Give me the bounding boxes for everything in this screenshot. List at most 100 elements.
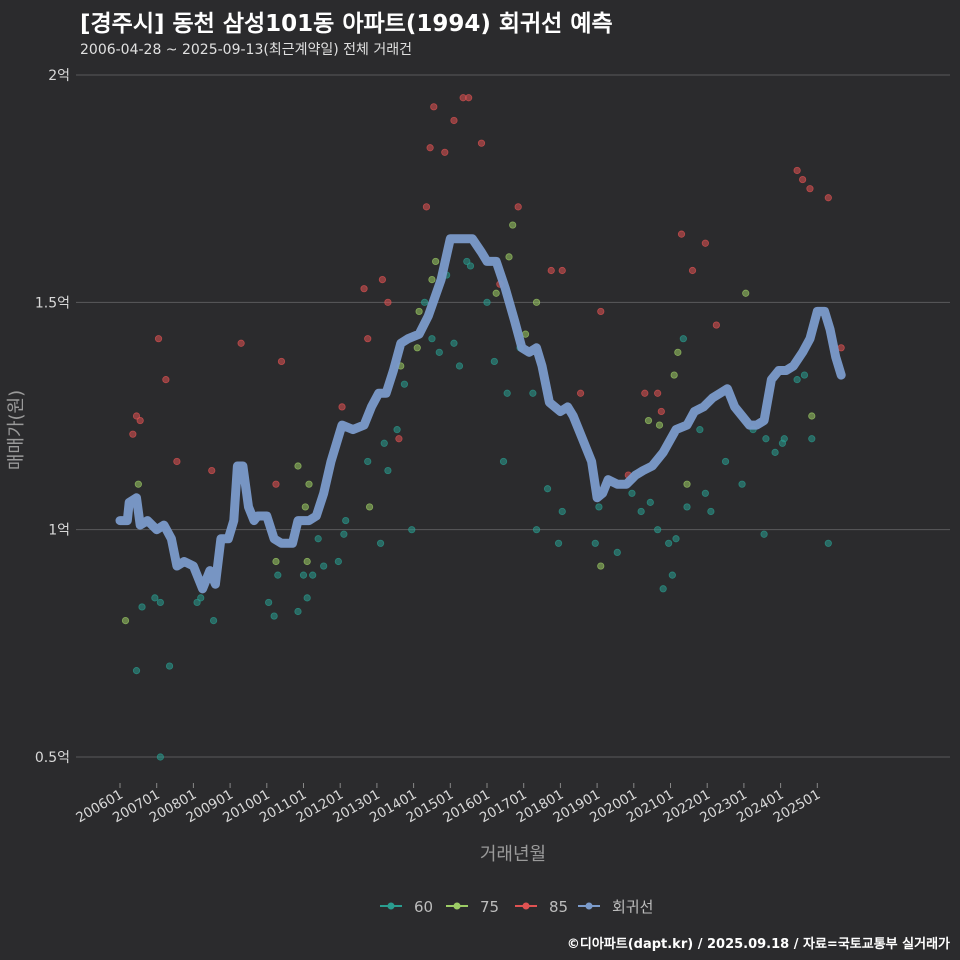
point-85 xyxy=(384,298,392,306)
point-75 xyxy=(532,298,541,306)
point-60 xyxy=(483,298,491,306)
y-tick-label: 2억 xyxy=(48,68,70,84)
point-60 xyxy=(314,535,322,543)
point-60 xyxy=(309,571,317,579)
point-60 xyxy=(696,426,704,434)
point-85 xyxy=(712,321,720,329)
point-60 xyxy=(543,485,552,493)
point-60 xyxy=(738,480,746,488)
point-85 xyxy=(364,335,372,343)
point-75 xyxy=(655,421,664,429)
point-85 xyxy=(277,357,286,366)
point-60 xyxy=(156,598,164,607)
point-85 xyxy=(338,403,346,411)
point-85 xyxy=(688,266,697,275)
point-85 xyxy=(395,435,403,443)
point-60 xyxy=(637,507,645,516)
point-60 xyxy=(274,571,282,579)
point-60 xyxy=(554,539,563,547)
point-75 xyxy=(134,480,142,488)
chart-subtitle: 2006-04-28 ~ 2025-09-13(최근계약일) 전체 거래건 xyxy=(80,42,412,58)
point-75 xyxy=(644,416,653,425)
point-60 xyxy=(342,516,350,525)
point-85 xyxy=(799,175,807,184)
point-85 xyxy=(654,389,662,397)
point-60 xyxy=(270,612,278,620)
point-60 xyxy=(679,335,687,343)
legend-swatch-dot xyxy=(387,902,395,910)
point-85 xyxy=(597,307,605,316)
point-60 xyxy=(138,603,146,611)
legend-label: 85 xyxy=(549,898,568,916)
point-75 xyxy=(492,289,500,297)
point-60 xyxy=(654,526,662,534)
point-60 xyxy=(303,594,311,602)
grid-layer xyxy=(76,74,950,758)
point-60 xyxy=(558,507,566,516)
point-75 xyxy=(294,462,302,470)
point-85 xyxy=(430,103,438,111)
point-60 xyxy=(760,530,768,538)
point-60 xyxy=(165,662,174,670)
point-60 xyxy=(591,539,599,547)
point-75 xyxy=(670,371,678,379)
point-85 xyxy=(237,339,245,347)
point-85 xyxy=(132,412,141,420)
legend-swatch-dot xyxy=(585,902,593,910)
point-60 xyxy=(428,335,436,343)
point-75 xyxy=(509,221,517,229)
points-layer xyxy=(121,94,845,761)
point-75 xyxy=(428,275,436,284)
point-85 xyxy=(450,116,458,125)
point-85 xyxy=(558,266,566,275)
point-60 xyxy=(780,435,788,443)
point-85 xyxy=(378,275,387,284)
point-85 xyxy=(576,389,585,397)
point-60 xyxy=(529,389,537,397)
source-credit: ©디아파트(dapt.kr) / 2025.09.18 / 자료=국토교통부 실… xyxy=(566,937,950,952)
point-60 xyxy=(595,503,603,511)
chart-title: [경주시] 동천 삼성101동 아파트(1994) 회귀선 예측 xyxy=(80,11,613,37)
legend: 60 75 85 회귀선 xyxy=(380,898,653,916)
point-60 xyxy=(466,262,475,270)
point-60 xyxy=(808,435,816,443)
point-60 xyxy=(197,594,205,602)
axis-layer: 0.5억1억1.5억2억2006012007012008012009012010… xyxy=(6,68,823,865)
point-60 xyxy=(151,594,159,602)
point-85 xyxy=(272,480,280,488)
point-60 xyxy=(613,548,621,557)
y-tick-label: 1.5억 xyxy=(35,295,70,311)
point-60 xyxy=(384,466,392,475)
point-60 xyxy=(665,539,673,547)
point-60 xyxy=(824,539,832,547)
point-60 xyxy=(499,457,508,466)
point-60 xyxy=(294,607,302,616)
point-75 xyxy=(301,503,309,511)
point-75 xyxy=(413,344,421,352)
point-85 xyxy=(465,94,473,102)
point-60 xyxy=(376,539,385,547)
point-75 xyxy=(597,562,605,570)
point-60 xyxy=(721,457,730,466)
point-75 xyxy=(272,557,280,566)
point-85 xyxy=(426,144,434,152)
point-60 xyxy=(435,348,443,356)
point-85 xyxy=(793,166,801,175)
point-60 xyxy=(659,585,667,593)
point-85 xyxy=(477,139,486,147)
point-75 xyxy=(683,480,691,488)
y-axis-title: 매매가(원) xyxy=(6,390,27,470)
point-60 xyxy=(193,598,201,607)
point-85 xyxy=(360,285,368,293)
point-60 xyxy=(800,371,809,379)
point-60 xyxy=(668,571,676,579)
point-75 xyxy=(121,616,130,625)
point-60 xyxy=(455,362,464,370)
point-60 xyxy=(265,598,273,607)
point-85 xyxy=(154,335,163,343)
legend-label: 60 xyxy=(414,898,433,916)
point-60 xyxy=(646,498,654,506)
point-60 xyxy=(408,526,416,534)
point-60 xyxy=(156,753,164,761)
